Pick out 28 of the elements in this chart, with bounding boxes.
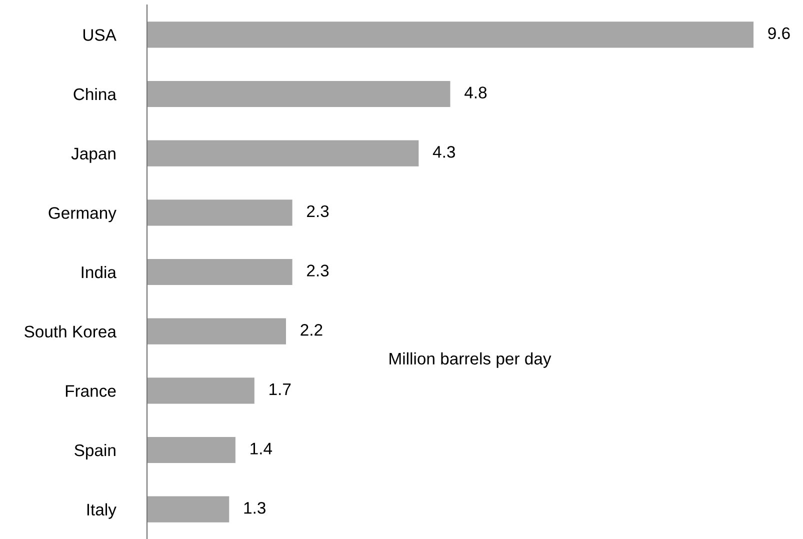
bar — [147, 22, 754, 48]
y-tick-label: China — [74, 88, 116, 100]
bar — [147, 80, 450, 108]
bar — [147, 140, 419, 166]
bar — [147, 436, 236, 464]
y-tick-label: Italy — [87, 503, 116, 519]
data-label: 2.2 — [300, 324, 322, 336]
annotation: Million barrels per day — [390, 352, 552, 368]
y-tick-label: India — [82, 266, 116, 278]
data-label: 1.7 — [270, 384, 291, 395]
bar — [147, 378, 254, 404]
data-label: 2.3 — [307, 205, 329, 218]
y-tick-label: USA — [83, 29, 116, 41]
data-label: 9.6 — [768, 27, 790, 40]
data-label: 4.3 — [432, 146, 455, 158]
data-label: 2.3 — [307, 264, 329, 276]
y-tick-label: Germany — [48, 207, 116, 222]
bar — [147, 258, 292, 286]
data-label: 1.4 — [250, 442, 272, 454]
bar — [147, 200, 292, 226]
y-tick-label: South Korea — [24, 325, 116, 338]
data-label: 1.3 — [244, 502, 266, 514]
data-label: 4.8 — [464, 86, 487, 98]
bar — [147, 496, 230, 522]
bar — [147, 318, 286, 344]
y-tick-label: Japan — [71, 148, 116, 163]
y-tick-label: Spain — [74, 444, 116, 460]
y-tick-label: France — [66, 385, 116, 397]
